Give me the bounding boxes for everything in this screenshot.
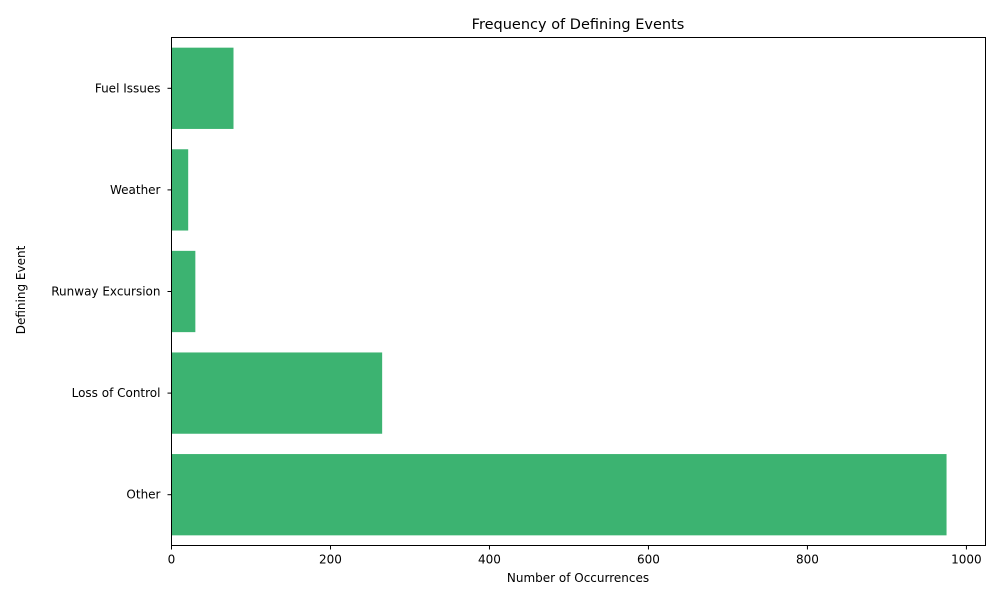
y-axis-ticks: Other Loss of Control Runway Excursion Weat… <box>51 81 172 502</box>
y-tick-label: Fuel Issues <box>95 81 161 95</box>
x-tick-label: 400 <box>478 553 501 567</box>
y-tick-label: Weather <box>110 183 161 197</box>
bar-runway-excursion <box>171 250 196 333</box>
x-tick-label: 200 <box>319 553 342 567</box>
x-tick-label: 0 <box>168 553 176 567</box>
chart-title: Frequency of Defining Events <box>472 17 685 33</box>
x-axis-ticks: 0 200 400 600 800 1000 <box>168 545 982 567</box>
bars-group <box>171 47 947 536</box>
bar-fuel-issues <box>171 47 234 129</box>
y-axis-label: Defining Event <box>14 245 28 334</box>
y-tick-label: Loss of Control <box>72 386 161 400</box>
y-tick-label: Runway Excursion <box>51 285 160 299</box>
y-tick-label: Other <box>126 488 160 502</box>
bar-other <box>171 454 947 536</box>
bar-weather <box>171 149 189 231</box>
x-tick-label: 800 <box>796 553 819 567</box>
x-tick-label: 600 <box>637 553 660 567</box>
x-tick-label: 1000 <box>951 553 982 567</box>
x-axis-label: Number of Occurrences <box>507 571 649 585</box>
bar-loss-of-control <box>171 352 383 434</box>
